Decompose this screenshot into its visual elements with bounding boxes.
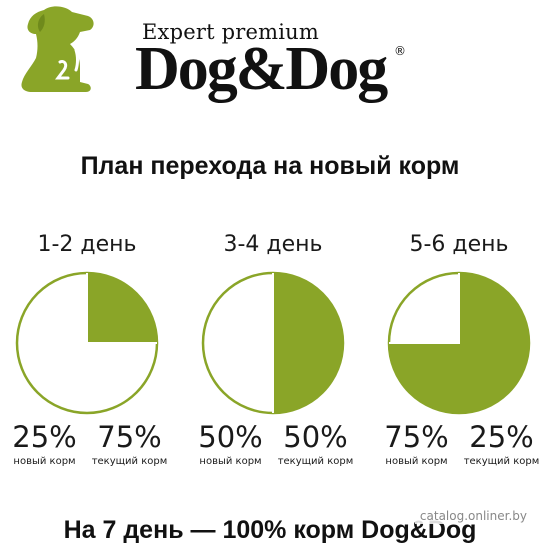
- slice-divider: [86, 273, 157, 344]
- stage-label: 1-2 день: [37, 232, 137, 257]
- watermark: catalog.onliner.by: [414, 508, 532, 524]
- brand-name: Dog&Dog: [135, 35, 388, 103]
- new-food-label: новый корм: [199, 456, 262, 467]
- stage-2: 3-4 день 50% 50% новый корм текущий корм: [188, 232, 358, 482]
- stage-label: 5-6 день: [409, 232, 509, 257]
- stage-1: 1-2 день 25% 75% новый корм текущий корм: [2, 232, 172, 482]
- stage-label: 3-4 день: [223, 232, 323, 257]
- dog-silhouette-icon: [21, 6, 94, 92]
- current-food-percent: 25%: [469, 420, 534, 454]
- new-food-percent: 25%: [12, 420, 77, 454]
- new-food-slice: [87, 273, 157, 343]
- stage-3: 5-6 день 75% 25% новый корм текущий корм: [374, 232, 540, 482]
- current-food-label: текущий корм: [277, 456, 354, 467]
- new-food-label: новый корм: [13, 456, 76, 467]
- stage-pie: [15, 271, 159, 415]
- current-food-percent: 50%: [283, 420, 348, 454]
- new-food-slice: [273, 273, 343, 413]
- stage-pie: [201, 271, 345, 415]
- current-food-label: текущий корм: [463, 456, 540, 467]
- registered-mark: ®: [394, 44, 406, 58]
- slice-divider: [389, 273, 460, 344]
- new-food-label: новый корм: [385, 456, 448, 467]
- footer-note: На 7 день — 100% корм Dog&Dog: [63, 516, 477, 544]
- brand-logo: Expert premium Dog&Dog ®: [14, 4, 414, 100]
- current-food-percent: 75%: [97, 420, 162, 454]
- brand-subtitle: Expert premium: [142, 20, 319, 44]
- plan-title: План перехода на новый корм: [80, 152, 460, 180]
- new-food-percent: 75%: [384, 420, 449, 454]
- new-food-percent: 50%: [198, 420, 263, 454]
- current-food-label: текущий корм: [91, 456, 168, 467]
- stage-pie: [387, 271, 531, 415]
